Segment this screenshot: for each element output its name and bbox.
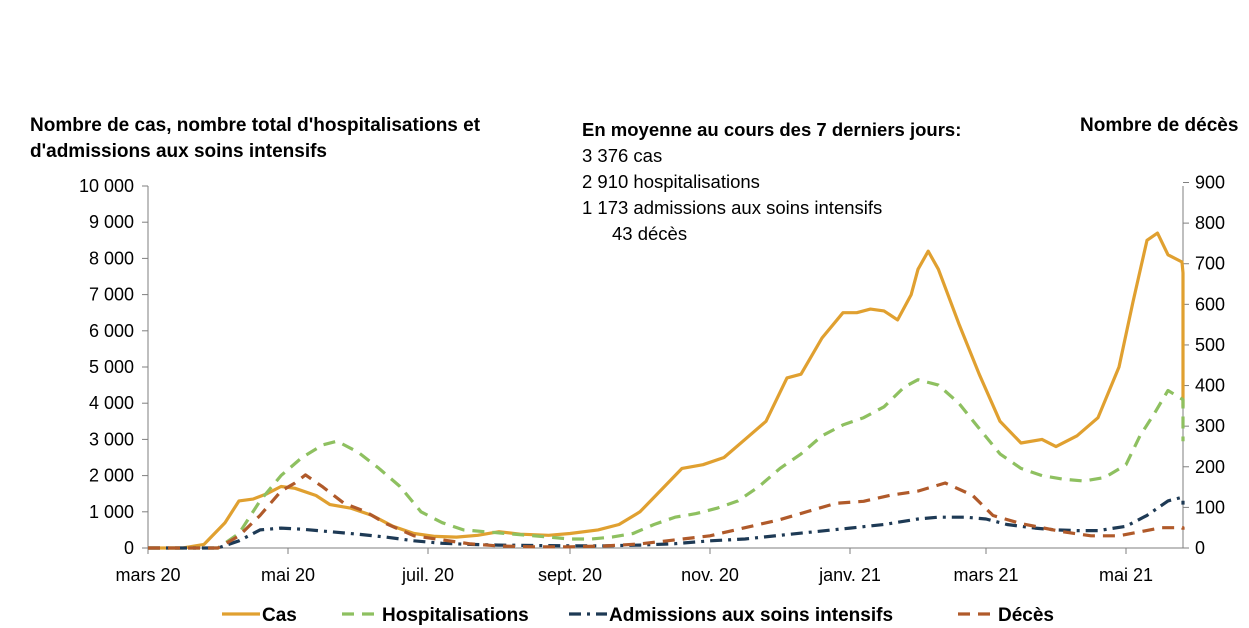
x-tick-label: janv. 21 — [818, 565, 881, 585]
annotation-hospitalisations: 2 910 hospitalisations — [582, 171, 760, 192]
left-tick-label: 10 000 — [79, 176, 134, 196]
right-tick-label: 200 — [1195, 457, 1225, 477]
annotation-deaths: 43 décès — [612, 223, 688, 244]
x-tick-label: mars 20 — [115, 565, 180, 585]
left-tick-label: 0 — [124, 538, 134, 558]
x-tick-label: sept. 20 — [538, 565, 602, 585]
chart-legend: Cas Hospitalisations Admissions aux soins … — [222, 605, 1054, 626]
right-tick-label: 0 — [1195, 538, 1205, 558]
left-tick-label: 2 000 — [89, 466, 134, 486]
right-axis-title: Nombre de décès — [1080, 115, 1239, 136]
right-tick-label: 800 — [1195, 213, 1225, 233]
annotation-heading: En moyenne au cours des 7 derniers jours… — [582, 119, 962, 140]
right-tick-label: 900 — [1195, 173, 1225, 193]
left-tick-label: 8 000 — [89, 248, 134, 268]
x-tick-label: mai 21 — [1099, 565, 1153, 585]
annotation-icu: 1 173 admissions aux soins intensifs — [582, 197, 883, 218]
legend-label: Admissions aux soins intensifs — [609, 605, 893, 626]
legend-label: Hospitalisations — [382, 605, 529, 626]
right-tick-label: 300 — [1195, 416, 1225, 436]
series-line-admissions-aux-soins-intensifs — [148, 495, 1185, 550]
left-tick-label: 3 000 — [89, 429, 134, 449]
series-line-cas — [148, 231, 1185, 550]
x-tick-label: juil. 20 — [401, 565, 454, 585]
right-tick-label: 600 — [1195, 294, 1225, 314]
left-axis-title: Nombre de cas, nombre total d'hospitalis… — [30, 115, 481, 162]
left-tick-label: 6 000 — [89, 321, 134, 341]
left-tick-label: 7 000 — [89, 285, 134, 305]
series-line-d-c-s — [148, 473, 1185, 550]
annotation-cases: 3 376 cas — [582, 145, 663, 166]
series-line-hospitalisations — [148, 378, 1185, 550]
right-tick-label: 100 — [1195, 497, 1225, 517]
seven-day-average-annotation: En moyenne au cours des 7 derniers jours… — [582, 117, 961, 247]
right-tick-label: 400 — [1195, 376, 1225, 396]
right-tick-label: 700 — [1195, 254, 1225, 274]
chart-series — [148, 231, 1185, 550]
left-tick-label: 5 000 — [89, 357, 134, 377]
legend-label: Décès — [998, 605, 1054, 626]
left-tick-label: 1 000 — [89, 502, 134, 522]
chart-axes: 0 1 000 2 000 3 000 4 000 5 000 6 000 7 000 8 00… — [79, 173, 1225, 586]
right-tick-label: 500 — [1195, 335, 1225, 355]
x-tick-label: nov. 20 — [681, 565, 739, 585]
left-tick-label: 4 000 — [89, 393, 134, 413]
left-tick-label: 9 000 — [89, 212, 134, 232]
legend-label: Cas — [262, 605, 297, 626]
x-tick-label: mai 20 — [261, 565, 315, 585]
x-tick-label: mars 21 — [953, 565, 1018, 585]
